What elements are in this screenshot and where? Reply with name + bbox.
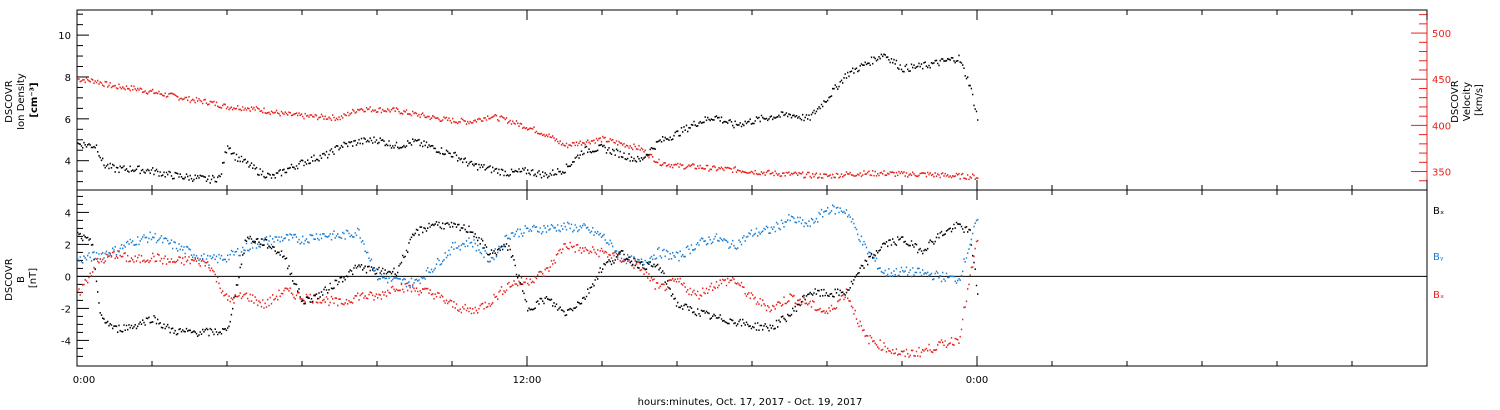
time-axis: 0:00 12:00 0:00 <box>73 10 1428 386</box>
ion-density-velocity-panel: 4 6 8 10 350 400 450 500 DSCOVR Ion Density [c… <box>4 9 1485 191</box>
density-label-line-2: Ion Density <box>16 73 27 130</box>
density-tick-label: 6 <box>65 115 71 126</box>
magnetic-field-panel: -4 -2 0 2 4 DSCOVR B [nT] Bₓ Bᵧ Bₓ <box>4 189 1444 367</box>
velocity-label-line-1: DSCOVR <box>1450 80 1461 123</box>
field-tick-label: -2 <box>61 304 71 315</box>
field-tick-label: -4 <box>61 336 71 347</box>
velocity-tick-label: 400 <box>1432 121 1451 132</box>
field-axis: -4 -2 0 2 4 <box>61 195 1427 357</box>
field-legend: Bₓ Bᵧ Bₓ <box>1433 206 1444 301</box>
bx-series-points <box>77 221 979 337</box>
field-axis-label: DSCOVR B [nT] <box>4 255 39 301</box>
velocity-label-line-3: [km/s] <box>1474 84 1485 116</box>
velocity-series-points <box>77 77 979 181</box>
field-label-line-1: DSCOVR <box>4 258 15 301</box>
velocity-tick-label: 500 <box>1432 29 1451 40</box>
density-tick-label: 10 <box>58 31 71 42</box>
x-tick-label: 12:00 <box>513 375 542 386</box>
field-label-line-3: [nT] <box>28 268 39 288</box>
field-tick-label: 0 <box>65 272 71 283</box>
velocity-axis: 350 400 450 500 <box>1411 10 1451 190</box>
velocity-tick-label: 350 <box>1432 168 1451 179</box>
density-tick-label: 4 <box>65 157 71 168</box>
top-panel-frame <box>76 9 1428 191</box>
velocity-tick-label: 450 <box>1432 75 1451 86</box>
top-series-points <box>77 53 979 184</box>
density-label-line-1: DSCOVR <box>4 80 15 123</box>
field-label-line-2: B <box>16 276 27 283</box>
by-series-points <box>77 204 979 288</box>
legend-bx: Bₓ <box>1433 206 1444 217</box>
bottom-panel-frame <box>76 189 1428 367</box>
field-tick-label: 4 <box>65 208 71 219</box>
bottom-series-points <box>77 204 979 358</box>
field-tick-label: 2 <box>65 240 71 251</box>
density-series-points <box>77 53 979 184</box>
x-tick-label: 0:00 <box>73 375 95 386</box>
density-label-line-3: [cm⁻³] <box>29 82 40 117</box>
x-axis-label: hours:minutes, Oct. 17, 2017 - Oct. 19, … <box>638 397 863 408</box>
velocity-axis-label: DSCOVR Velocity [km/s] <box>1450 77 1485 123</box>
bz-series-points <box>77 239 979 358</box>
legend-bz: Bₓ <box>1433 290 1444 301</box>
density-axis: 4 6 8 10 <box>58 13 89 183</box>
velocity-label-line-2: Velocity <box>1462 82 1473 121</box>
legend-by: Bᵧ <box>1433 252 1444 263</box>
density-axis-label: DSCOVR Ion Density [cm⁻³] <box>4 70 40 130</box>
density-tick-label: 8 <box>65 73 71 84</box>
x-tick-label: 0:00 <box>966 375 988 386</box>
